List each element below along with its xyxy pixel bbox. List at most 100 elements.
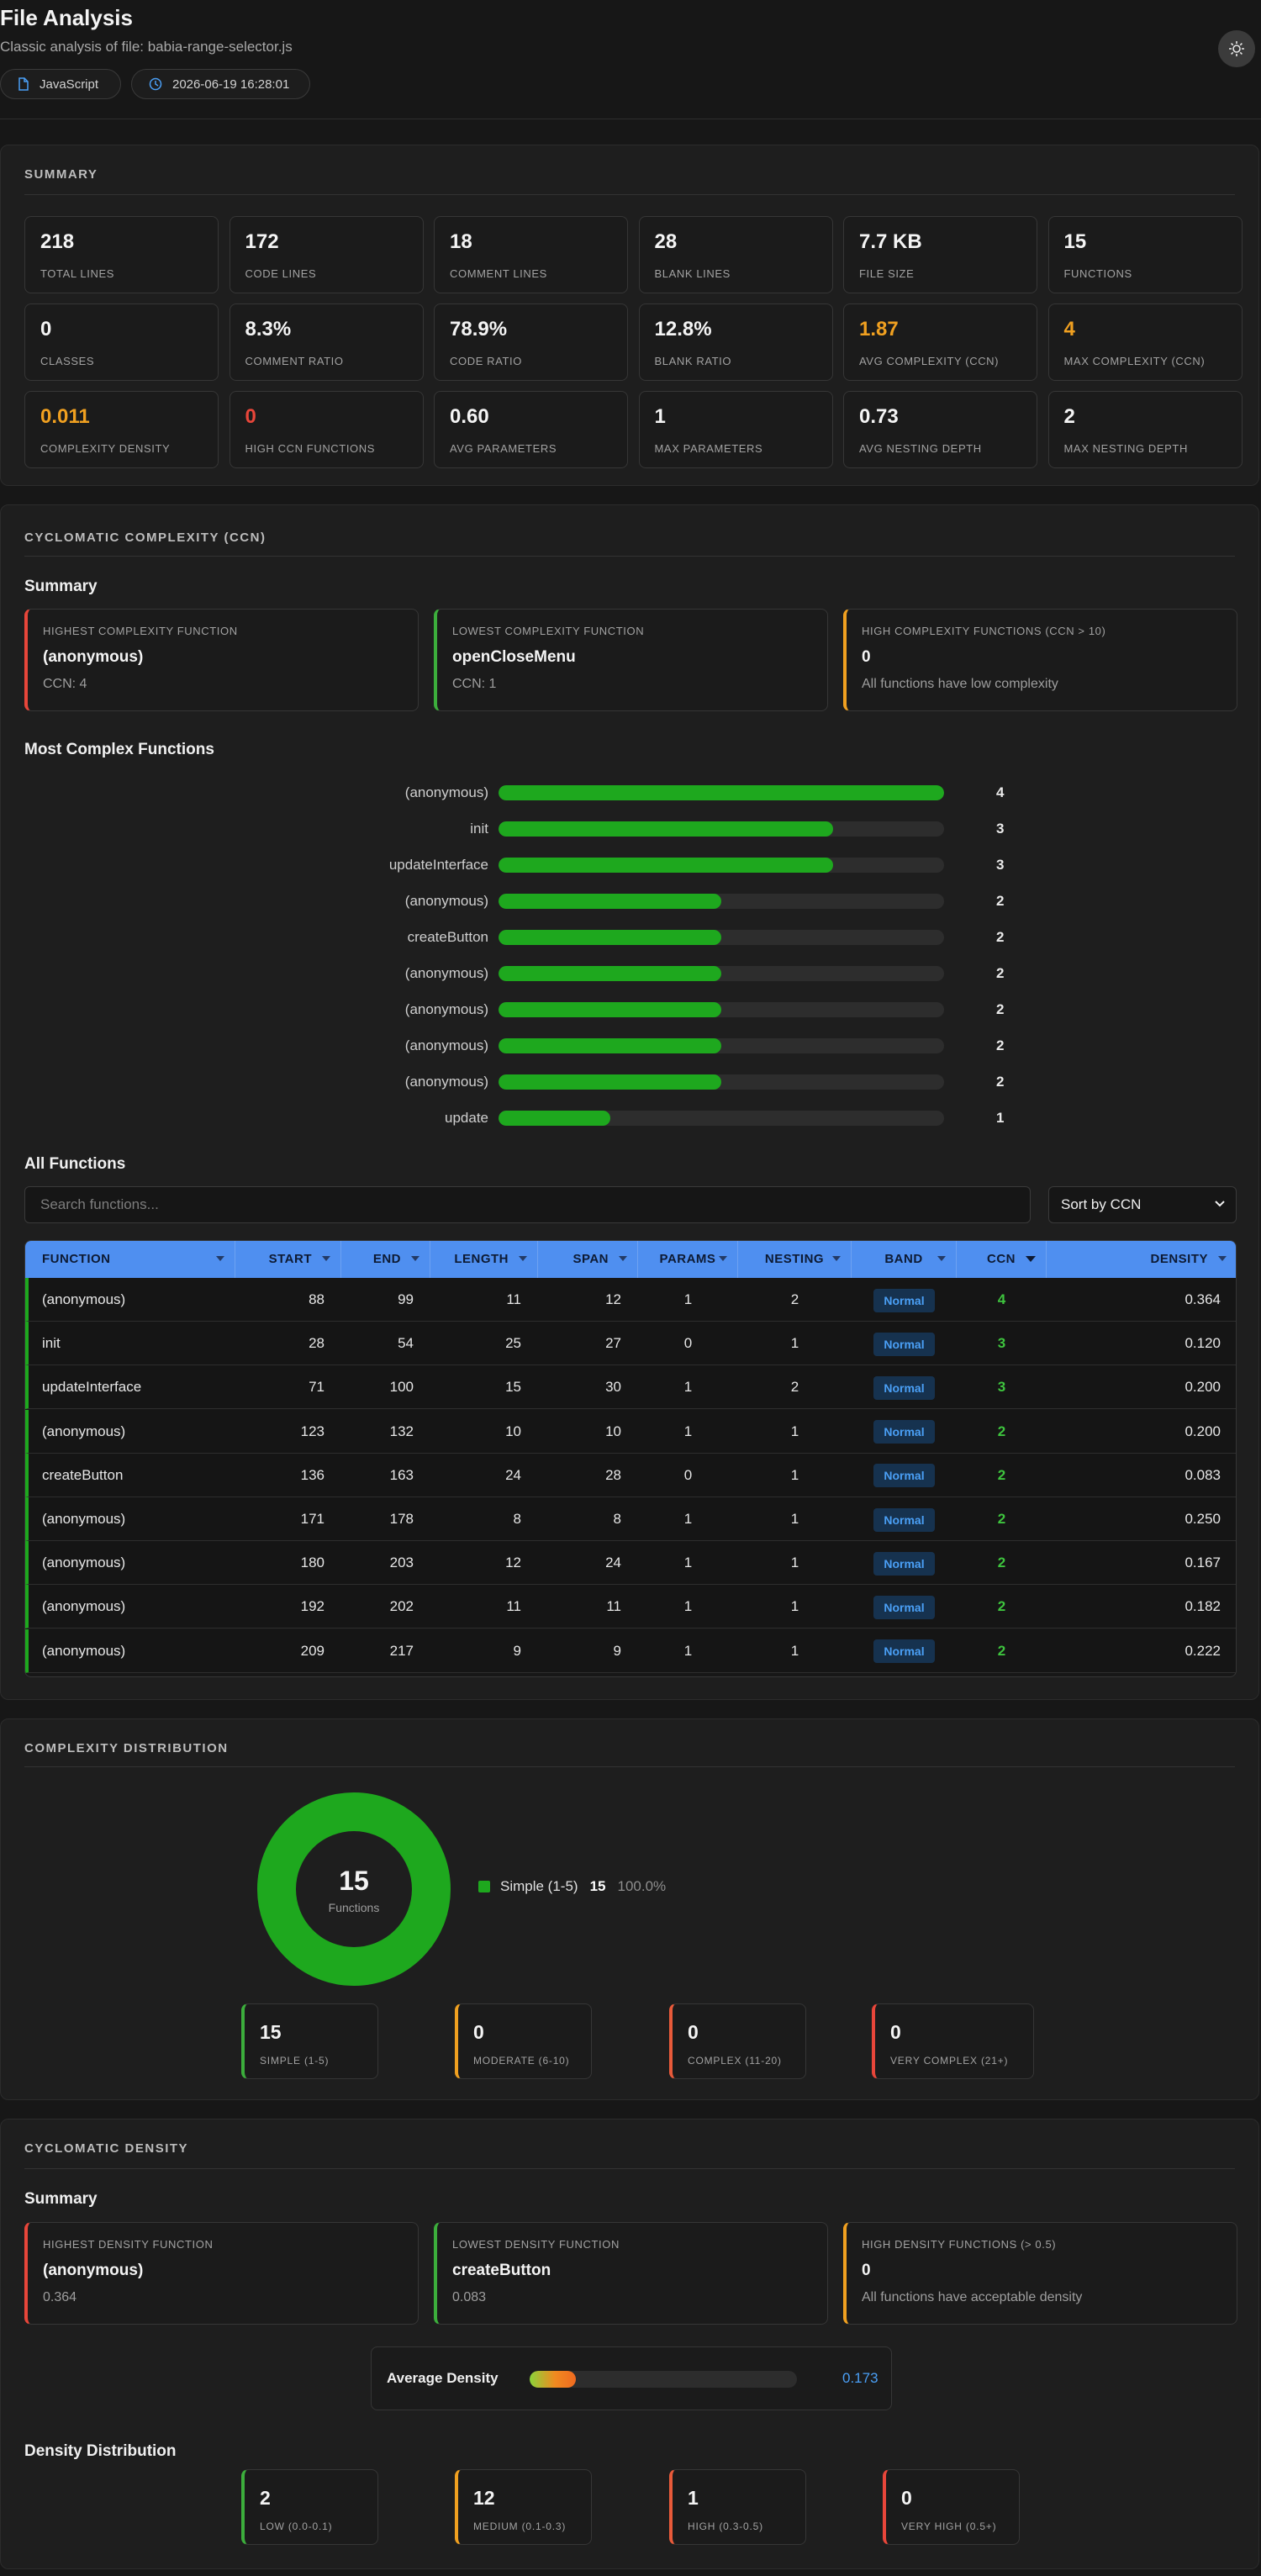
table-cell: 1 (638, 1410, 738, 1454)
table-row[interactable]: createButton 136 163 24 28 0 1 Normal 2 0.083 (25, 1453, 1236, 1497)
stat-value: 18 (450, 230, 472, 253)
table-row[interactable]: (anonymous) 180 203 12 24 1 1 Normal 2 0.167 (25, 1541, 1236, 1586)
column-header[interactable]: Params (638, 1241, 738, 1278)
distribution-donut: 15 Functions (253, 1788, 455, 1990)
cell-value: 12 (605, 1291, 621, 1307)
table-cell: 99 (341, 1278, 430, 1322)
column-header[interactable]: Function (25, 1241, 235, 1278)
stat-value: 0 (40, 318, 52, 340)
column-header-label: End (372, 1252, 401, 1266)
card-sub: 0.083 (452, 2290, 487, 2304)
table-cell: 1 (738, 1454, 852, 1497)
search-input[interactable] (24, 1186, 1031, 1223)
table-cell: 27 (538, 1322, 638, 1365)
bar-label: (anonymous) (404, 1001, 488, 1017)
cell-value: 1 (790, 1466, 799, 1483)
average-density-box: Average Density 0.173 (371, 2346, 892, 2410)
stat-card: 218 Total Lines (24, 216, 219, 293)
bar-row: (anonymous) 2 (1, 891, 1260, 911)
column-header[interactable]: Length (430, 1241, 538, 1278)
table-row[interactable]: updateInterface 71 100 15 30 1 2 Normal 3 0.200 (25, 1365, 1236, 1410)
column-header-label: Density (1150, 1252, 1208, 1266)
table-cell: (anonymous) (29, 1541, 239, 1585)
ccn-value: 2 (997, 1511, 1006, 1527)
table-row[interactable]: (anonymous) 171 178 8 8 1 1 Normal 2 0.250 (25, 1497, 1236, 1541)
table-cell: 2 (738, 1278, 852, 1322)
cell-value: 180 (300, 1555, 324, 1571)
column-header[interactable]: Band (852, 1241, 957, 1278)
stat-value: 15 (1063, 230, 1087, 253)
cell-value: init (42, 1335, 61, 1352)
card-value: 0 (473, 2021, 484, 2043)
ccn-value: 2 (997, 1423, 1006, 1439)
cell-value: 1 (683, 1379, 693, 1396)
table-cell: Normal (852, 1541, 957, 1585)
table-cell: 0 (638, 1322, 738, 1365)
column-header[interactable]: CCN (957, 1241, 1047, 1278)
table-cell: (anonymous) (29, 1629, 239, 1673)
column-header[interactable]: Span (538, 1241, 638, 1278)
cell-value: 217 (389, 1642, 414, 1659)
cell-value: 12 (505, 1555, 521, 1571)
table-cell: 2 (957, 1497, 1047, 1541)
table-cell: 2 (957, 1585, 1047, 1628)
theme-toggle-button[interactable] (1218, 30, 1255, 67)
chart-heading: Most Complex Functions (24, 741, 214, 758)
cell-value: 0.364 (1184, 1291, 1221, 1307)
cell-value: (anonymous) (42, 1642, 126, 1659)
stat-label: Code Ratio (450, 355, 522, 367)
sort-icon (619, 1256, 627, 1261)
stat-value: 28 (654, 230, 678, 253)
card-label: Simple (1-5) (260, 2055, 330, 2067)
stat-card: 1.87 Avg Complexity (CCN) (843, 304, 1037, 381)
card-label: Medium (0.1-0.3) (473, 2521, 567, 2532)
sort-select-value: Sort by CCN (1061, 1196, 1142, 1212)
stat-label: File Size (859, 267, 915, 280)
cell-value: 24 (605, 1555, 621, 1571)
page-header: File Analysis Classic analysis of file: … (0, 0, 1261, 119)
bar-row: (anonymous) 4 (1, 783, 1260, 803)
sort-select[interactable]: Sort by CCN (1048, 1186, 1237, 1223)
table-row[interactable]: (anonymous) 88 99 11 12 1 2 Normal 4 0.364 (25, 1278, 1236, 1322)
table-cell: 11 (430, 1585, 538, 1628)
cell-value: 9 (513, 1642, 521, 1659)
cell-value: 1 (790, 1423, 799, 1439)
table-cell: 3 (957, 1365, 1047, 1409)
table-cell: 10 (538, 1410, 638, 1454)
card-sub: 0.364 (43, 2290, 77, 2304)
table-cell: Normal (852, 1365, 957, 1409)
very-high-density-card: 0 Very High (0.5+) (883, 2469, 1020, 2545)
table-row[interactable]: (anonymous) 123 132 10 10 1 1 Normal 2 0.200 (25, 1409, 1236, 1454)
card-label: High Complexity Functions (CCN > 10) (862, 625, 1106, 637)
table-cell: 0.200 (1047, 1410, 1236, 1454)
cell-value: 1 (790, 1555, 799, 1571)
card-label: Lowest Density Function (452, 2238, 620, 2251)
cell-value: 1 (683, 1555, 693, 1571)
stat-label: Total Lines (40, 267, 114, 280)
low-density-card: 2 Low (0.0-0.1) (241, 2469, 378, 2545)
stat-card: 8.3% Comment Ratio (229, 304, 424, 381)
card-sub: All functions have acceptable density (862, 2290, 1083, 2304)
stat-value: 218 (40, 230, 75, 253)
table-cell: 1 (738, 1497, 852, 1541)
bar-row: init 3 (1, 819, 1260, 839)
bar-value-label: 2 (996, 893, 1005, 909)
table-row[interactable]: (anonymous) 192 202 11 11 1 1 Normal 2 0.182 (25, 1585, 1236, 1629)
column-header[interactable]: Nesting (738, 1241, 852, 1278)
column-header[interactable]: Density (1047, 1241, 1236, 1278)
cell-value: 203 (389, 1555, 414, 1571)
bar-row: update 1 (1, 1108, 1260, 1128)
bar-track (499, 930, 944, 945)
cell-value: updateInterface (42, 1379, 142, 1396)
cell-value: 0.083 (1184, 1466, 1221, 1483)
table-cell: 0.083 (1047, 1454, 1236, 1497)
table-row[interactable]: (anonymous) 209 217 9 9 1 1 Normal 2 0.222 (25, 1628, 1236, 1673)
table-cell: 10 (430, 1410, 538, 1454)
stat-value: 172 (245, 230, 279, 253)
table-row[interactable]: init 28 54 25 27 0 1 Normal 3 0.120 (25, 1322, 1236, 1366)
cell-value: 27 (605, 1335, 621, 1352)
distribution-section: Complexity Distribution 15 Functions Sim… (0, 1718, 1259, 2100)
column-header[interactable]: Start (235, 1241, 341, 1278)
cell-value: 71 (309, 1379, 324, 1396)
column-header[interactable]: End (341, 1241, 430, 1278)
